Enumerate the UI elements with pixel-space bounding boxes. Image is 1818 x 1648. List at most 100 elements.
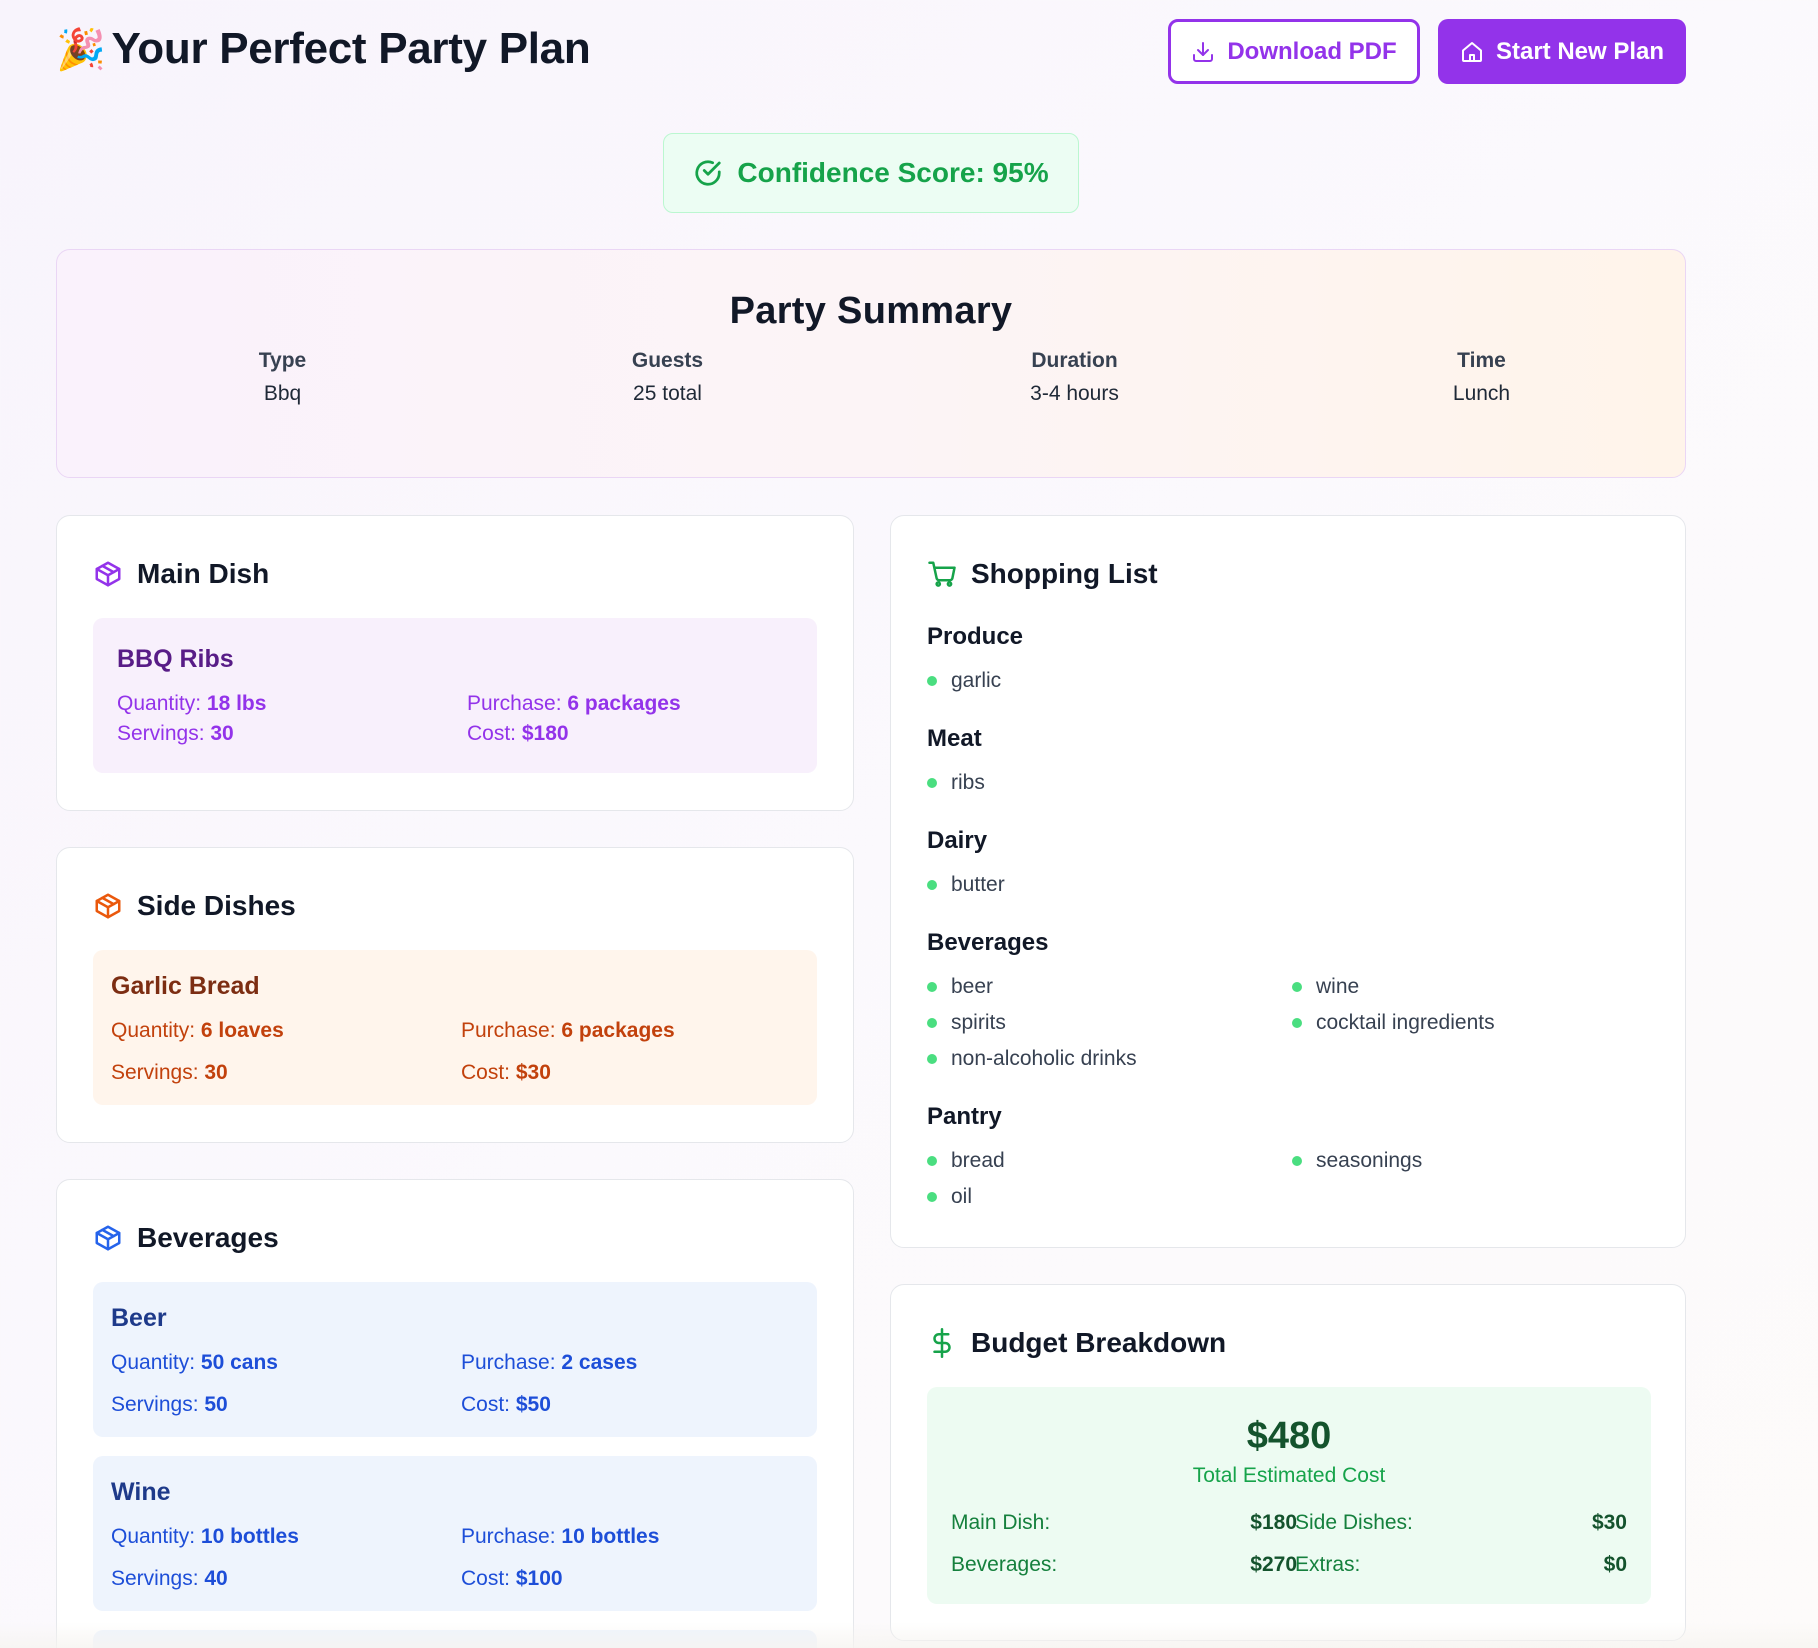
- bullet-dot: [1292, 1018, 1302, 1028]
- quantity-label: Quantity:: [111, 1351, 201, 1374]
- side-dishes-card: Side Dishes Garlic Bread Quantity: 6 loa…: [56, 847, 854, 1143]
- purchase-value: 6 packages: [567, 692, 681, 715]
- bullet-dot: [927, 1054, 937, 1064]
- summary-value: 3-4 hours: [1030, 382, 1119, 405]
- servings-value: 30: [210, 722, 234, 745]
- budget-line-label: Main Dish:: [951, 1511, 1051, 1534]
- summary-label: Guests: [631, 349, 704, 372]
- shopping-item-label: beer: [951, 975, 994, 998]
- bullet-dot: [927, 1156, 937, 1166]
- beverages-header: Beverages: [93, 1222, 279, 1254]
- shopping-item: bread: [927, 1149, 1005, 1173]
- budget-line-value: $0: [1603, 1553, 1627, 1576]
- summary-value: 25 total: [633, 382, 702, 405]
- shopping-item-label: seasonings: [1316, 1149, 1423, 1172]
- quantity-value: 10 bottles: [200, 1525, 299, 1548]
- shopping-item-label: butter: [951, 873, 1005, 896]
- item-servings: Servings: 50: [111, 1393, 228, 1417]
- shopping-list-header: Shopping List: [927, 558, 1158, 590]
- start-new-plan-label: Start New Plan: [1495, 37, 1665, 65]
- cost-value: $30: [515, 1061, 551, 1084]
- beverages-title: Beverages: [137, 1222, 279, 1253]
- side-dishes-header: Side Dishes: [93, 890, 296, 922]
- servings-label: Servings:: [111, 1061, 205, 1084]
- package-icon: [95, 893, 121, 919]
- shopping-item-label: garlic: [951, 669, 1002, 692]
- package-icon: [95, 1225, 121, 1251]
- bullet-dot: [927, 778, 937, 788]
- quantity-value: 50 cans: [200, 1351, 278, 1374]
- budget-line-label: Side Dishes:: [1295, 1511, 1413, 1534]
- summary-label: Type: [258, 349, 307, 372]
- item-quantity: Quantity: 18 lbs: [117, 692, 266, 716]
- shopping-list-title: Shopping List: [971, 558, 1158, 589]
- shopping-cart-icon: [928, 561, 956, 587]
- cost-label: Cost:: [461, 1567, 516, 1590]
- category-produce: Produce: [927, 623, 1024, 650]
- item-servings: Servings: 30: [111, 1061, 228, 1085]
- shopping-item-label: ribs: [951, 771, 985, 794]
- party-popper-icon: 🎉: [56, 27, 106, 72]
- check-circle-icon: [695, 160, 722, 186]
- purchase-label: Purchase:: [461, 1351, 562, 1374]
- confidence-badge: Confidence Score: 95%: [663, 133, 1079, 213]
- page-title-text: Your Perfect Party Plan: [111, 24, 591, 73]
- item-purchase: Purchase: 2 cases: [461, 1351, 637, 1375]
- cost-label: Cost:: [461, 1061, 516, 1084]
- item-servings: Servings: 30: [117, 722, 234, 746]
- item-quantity: Quantity: 10 bottles: [111, 1525, 299, 1549]
- item-cost: Cost: $100: [461, 1567, 563, 1591]
- budget-title: Budget Breakdown: [971, 1327, 1227, 1358]
- shopping-item: garlic: [927, 669, 1001, 693]
- category-dairy: Dairy: [927, 827, 988, 854]
- budget-line-value: $180: [1250, 1511, 1297, 1534]
- bullet-dot: [927, 982, 937, 992]
- dollar-sign-icon: [933, 1328, 951, 1358]
- bullet-dot: [927, 676, 937, 686]
- shopping-item: non-alcoholic drinks: [927, 1047, 1137, 1071]
- party-summary: Party Summary Type Bbq Guests 25 total D…: [56, 249, 1686, 478]
- cost-value: $100: [515, 1567, 563, 1590]
- quantity-label: Quantity:: [117, 692, 207, 715]
- shopping-item: cocktail ingredients: [1292, 1011, 1495, 1035]
- budget-line-label: Beverages:: [951, 1553, 1058, 1576]
- summary-duration: Duration 3-4 hours: [871, 349, 1278, 406]
- budget-line-label: Extras:: [1295, 1553, 1361, 1576]
- food-item-wine: Wine Quantity: 10 bottles Purchase: 10 b…: [93, 1456, 817, 1611]
- shopping-item-label: non-alcoholic drinks: [951, 1047, 1137, 1070]
- budget-total: $480: [1246, 1415, 1332, 1457]
- purchase-label: Purchase:: [461, 1019, 562, 1042]
- bullet-dot: [927, 1018, 937, 1028]
- shopping-item-label: wine: [1316, 975, 1360, 998]
- servings-label: Servings:: [111, 1567, 205, 1590]
- quantity-value: 18 lbs: [206, 692, 267, 715]
- item-name: Wine: [111, 1478, 171, 1506]
- party-summary-title: Party Summary: [729, 290, 1013, 332]
- start-new-plan-button[interactable]: Start New Plan: [1438, 19, 1686, 84]
- purchase-label: Purchase:: [461, 1525, 562, 1548]
- servings-label: Servings:: [117, 722, 211, 745]
- purchase-value: 6 packages: [561, 1019, 675, 1042]
- summary-time: Time Lunch: [1278, 349, 1685, 406]
- summary-value: Bbq: [263, 382, 302, 405]
- quantity-value: 6 loaves: [200, 1019, 284, 1042]
- shopping-list-card: Shopping List Produce garlic Meat ribs D…: [890, 515, 1686, 1248]
- confidence-text: Confidence Score: 95%: [737, 157, 1049, 188]
- item-name: BBQ Ribs: [117, 645, 234, 673]
- item-quantity: Quantity: 6 loaves: [111, 1019, 284, 1043]
- item-purchase: Purchase: 6 packages: [461, 1019, 675, 1043]
- summary-label: Time: [1457, 349, 1506, 372]
- food-item-garlic-bread: Garlic Bread Quantity: 6 loaves Purchase…: [93, 950, 817, 1105]
- item-cost: Cost: $180: [467, 722, 569, 746]
- item-servings: Servings: 40: [111, 1567, 228, 1591]
- cost-label: Cost:: [461, 1393, 516, 1416]
- item-purchase: Purchase: 6 packages: [467, 692, 681, 716]
- quantity-label: Quantity:: [111, 1019, 201, 1042]
- shopping-item: butter: [927, 873, 1005, 897]
- download-pdf-button[interactable]: Download PDF: [1168, 19, 1420, 84]
- category-pantry: Pantry: [927, 1103, 1002, 1130]
- servings-value: 50: [204, 1393, 228, 1416]
- bullet-dot: [1292, 982, 1302, 992]
- item-purchase: Purchase: 10 bottles: [461, 1525, 659, 1549]
- item-quantity: Quantity: 50 cans: [111, 1351, 278, 1375]
